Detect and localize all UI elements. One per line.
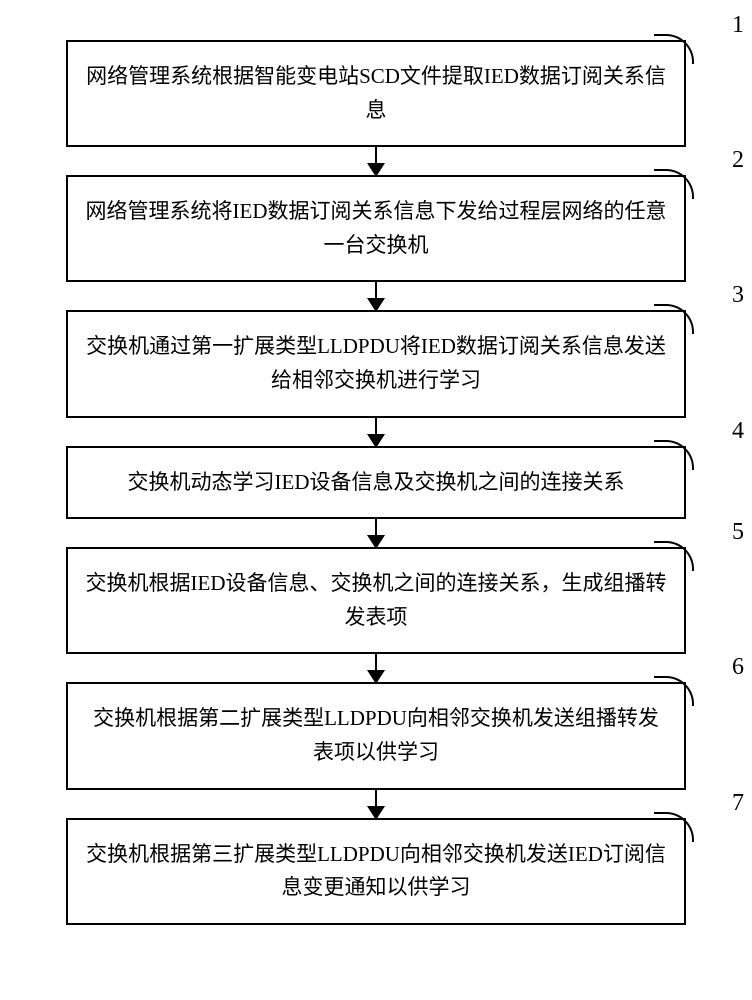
step-box-3: 3 交换机通过第一扩展类型LLDPDU将IED数据订阅关系信息发送给相邻交换机进…	[66, 310, 686, 417]
step-number: 6	[732, 648, 744, 686]
step-number: 1	[732, 6, 744, 44]
step-box-5: 5 交换机根据IED设备信息、交换机之间的连接关系，生成组播转发表项	[66, 547, 686, 654]
step-text: 网络管理系统将IED数据订阅关系信息下发给过程层网络的任意一台交换机	[86, 199, 667, 257]
step-number: 2	[732, 141, 744, 179]
step-number: 5	[732, 513, 744, 551]
arrow	[375, 654, 378, 682]
step-box-6: 6 交换机根据第二扩展类型LLDPDU向相邻交换机发送组播转发表项以供学习	[66, 682, 686, 789]
step-text: 交换机动态学习IED设备信息及交换机之间的连接关系	[128, 470, 625, 494]
arrow	[375, 282, 378, 310]
step-box-2: 2 网络管理系统将IED数据订阅关系信息下发给过程层网络的任意一台交换机	[66, 175, 686, 282]
step-label-7: 7	[654, 812, 694, 842]
step-box-1: 1 网络管理系统根据智能变电站SCD文件提取IED数据订阅关系信息	[66, 40, 686, 147]
step-label-1: 1	[654, 34, 694, 64]
step-text: 交换机根据IED设备信息、交换机之间的连接关系，生成组播转发表项	[86, 571, 667, 629]
step-number: 4	[732, 412, 744, 450]
arrow	[375, 147, 378, 175]
step-label-2: 2	[654, 169, 694, 199]
step-box-7: 7 交换机根据第三扩展类型LLDPDU向相邻交换机发送IED订阅信息变更通知以供…	[66, 818, 686, 925]
step-label-6: 6	[654, 676, 694, 706]
step-label-3: 3	[654, 304, 694, 334]
arrow	[375, 418, 378, 446]
step-number: 3	[732, 276, 744, 314]
step-number: 7	[732, 784, 744, 822]
step-text: 交换机根据第三扩展类型LLDPDU向相邻交换机发送IED订阅信息变更通知以供学习	[86, 842, 666, 900]
step-text: 交换机根据第二扩展类型LLDPDU向相邻交换机发送组播转发表项以供学习	[93, 706, 659, 764]
step-label-4: 4	[654, 440, 694, 470]
arrow	[375, 519, 378, 547]
arrow	[375, 790, 378, 818]
flowchart-container: 1 网络管理系统根据智能变电站SCD文件提取IED数据订阅关系信息 2 网络管理…	[55, 40, 697, 925]
step-text: 网络管理系统根据智能变电站SCD文件提取IED数据订阅关系信息	[86, 64, 666, 122]
step-text: 交换机通过第一扩展类型LLDPDU将IED数据订阅关系信息发送给相邻交换机进行学…	[86, 334, 666, 392]
step-box-4: 4 交换机动态学习IED设备信息及交换机之间的连接关系	[66, 446, 686, 520]
step-label-5: 5	[654, 541, 694, 571]
